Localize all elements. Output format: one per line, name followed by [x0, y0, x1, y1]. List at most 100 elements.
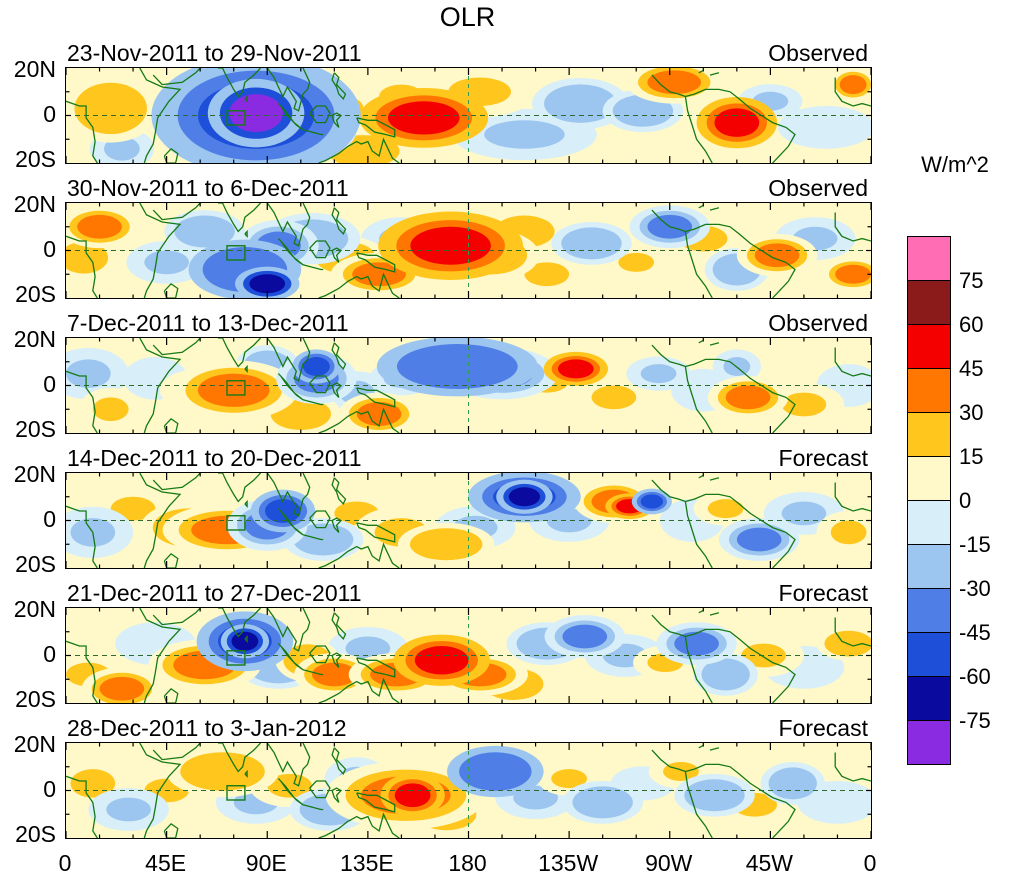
map-canvas [66, 68, 871, 163]
coastline-path [685, 493, 796, 568]
map-panel: 14-Dec-2011 to 20-Dec-2011 Forecast 20N … [0, 443, 900, 578]
coastline-path [698, 69, 704, 74]
anomaly-blob [468, 757, 523, 786]
anomaly-blob [99, 676, 145, 701]
coastline-path [698, 474, 704, 479]
colorbar-segment [907, 280, 951, 325]
coastline-path [302, 264, 324, 271]
anomaly-blob [182, 219, 227, 244]
colorbar: 75 60 45 30 15 0 -15 -30 -45 -60 -75 [907, 236, 991, 777]
map-panel: 21-Dec-2011 to 27-Dec-2011 Forecast 20N … [0, 578, 900, 713]
anomaly-blob [191, 757, 254, 786]
coastline-path [309, 780, 331, 799]
colorbar-tick-label: 45 [959, 356, 984, 381]
colorbar-segment [907, 544, 951, 589]
coastline-path [277, 508, 304, 536]
coastline-path [651, 479, 686, 503]
y-tick-20s: 20S [15, 821, 56, 847]
coastline-path [152, 608, 201, 626]
coastline-path [152, 743, 201, 761]
anomaly-blob [110, 496, 156, 521]
panel-source-label: Observed [768, 310, 868, 336]
anomaly-blob [388, 101, 460, 135]
anomaly-blob [278, 402, 324, 426]
panel-date-label: 14-Dec-2011 to 20-Dec-2011 [67, 445, 362, 471]
colorbar-tick-label: -60 [959, 664, 991, 689]
anomaly-blob [352, 262, 406, 287]
coastline-path [244, 499, 248, 508]
chart-title: OLR [439, 2, 496, 32]
coastline-path [139, 338, 182, 433]
y-tick-20n: 20N [13, 191, 56, 217]
coastline-path [302, 669, 324, 676]
colorbar-tick-label: 15 [959, 444, 984, 469]
colorbar-tick-label: -30 [959, 576, 991, 601]
region-box [226, 515, 246, 531]
colorbar-segment [907, 412, 951, 457]
coastline-path [139, 473, 182, 568]
anomaly-blob [229, 94, 283, 133]
map-panel: 23-Nov-2011 to 29-Nov-2011 Observed 20N … [0, 38, 900, 173]
coastline-path [318, 407, 400, 433]
y-tick-0: 0 [43, 506, 56, 532]
anomaly-blob [835, 264, 871, 284]
anomaly-blob [551, 769, 588, 789]
panel-date-label: 28-Dec-2011 to 3-Jan-2012 [67, 715, 347, 741]
anomaly-blob [725, 385, 771, 410]
panel-header: 7-Dec-2011 to 13-Dec-2011 Observed [65, 310, 870, 336]
anomaly-blob [647, 70, 702, 95]
panel-header: 14-Dec-2011 to 20-Dec-2011 Forecast [65, 445, 870, 471]
anomaly-blob [394, 783, 431, 808]
coastline-path [318, 677, 400, 703]
coastline-path [139, 608, 182, 703]
colorbar-segment [907, 720, 951, 765]
colorbar-tick-label: 0 [959, 488, 972, 513]
region-box [226, 785, 246, 801]
coastline-path [277, 103, 304, 131]
coastline-path [244, 229, 248, 238]
coastline-path [685, 88, 796, 163]
coastline-path [651, 344, 686, 368]
coastline-path [218, 608, 261, 638]
y-tick-20n: 20N [13, 731, 56, 757]
coastline-path [218, 743, 261, 773]
colorbar-segment [907, 676, 951, 721]
coastline-path [834, 347, 871, 377]
y-tick-20s: 20S [15, 416, 56, 442]
coastline-path [651, 209, 686, 233]
colorbar-tick-label: -75 [959, 708, 991, 733]
anomaly-blob [591, 385, 637, 410]
anomaly-blob [830, 373, 867, 398]
coastline-path [709, 477, 720, 481]
coastline-path [277, 643, 304, 671]
coastline-path [318, 137, 400, 163]
coastline-path [302, 534, 324, 541]
coastline-path [309, 375, 331, 394]
anomaly-blob [197, 373, 270, 407]
panel-header: 21-Dec-2011 to 27-Dec-2011 Forecast [65, 580, 870, 606]
colorbar-segment [907, 368, 951, 413]
coastline-path [266, 608, 311, 652]
panel-date-label: 21-Dec-2011 to 27-Dec-2011 [67, 580, 362, 606]
y-tick-20n: 20N [13, 326, 56, 352]
coastline-path [66, 505, 98, 568]
y-tick-20s: 20S [15, 281, 56, 307]
coastline-path [139, 68, 182, 163]
x-axis-tick-label: 135E [340, 850, 394, 876]
x-axis-tick-label: 0 [863, 850, 877, 876]
anomaly-blob [707, 499, 744, 519]
coastline-path [356, 252, 396, 273]
coastline-path [698, 744, 704, 749]
anomaly-blob [265, 499, 301, 523]
coastline-path [66, 370, 98, 433]
colorbar-tick-label: 60 [959, 312, 984, 337]
y-tick-0: 0 [43, 236, 56, 262]
coastline-path [684, 501, 713, 568]
coastline-path [66, 775, 98, 838]
anomaly-blob [77, 214, 122, 239]
anomaly-blob [410, 226, 491, 265]
panel-header: 28-Dec-2011 to 3-Jan-2012 Forecast [65, 715, 870, 741]
coastline-path [331, 207, 347, 236]
coastline-path [331, 382, 343, 398]
coastline-path [244, 634, 248, 643]
